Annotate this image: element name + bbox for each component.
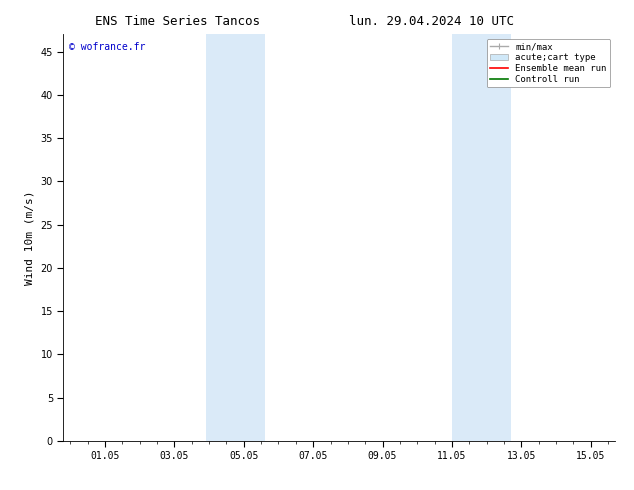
Text: lun. 29.04.2024 10 UTC: lun. 29.04.2024 10 UTC (349, 15, 514, 28)
Bar (452, 34, 511, 441)
Text: ENS Time Series Tancos: ENS Time Series Tancos (95, 15, 260, 28)
Legend: min/max, acute;cart type, Ensemble mean run, Controll run: min/max, acute;cart type, Ensemble mean … (486, 39, 611, 87)
Bar (205, 34, 264, 441)
Y-axis label: Wind 10m (m/s): Wind 10m (m/s) (25, 191, 35, 285)
Text: © wofrance.fr: © wofrance.fr (69, 43, 145, 52)
